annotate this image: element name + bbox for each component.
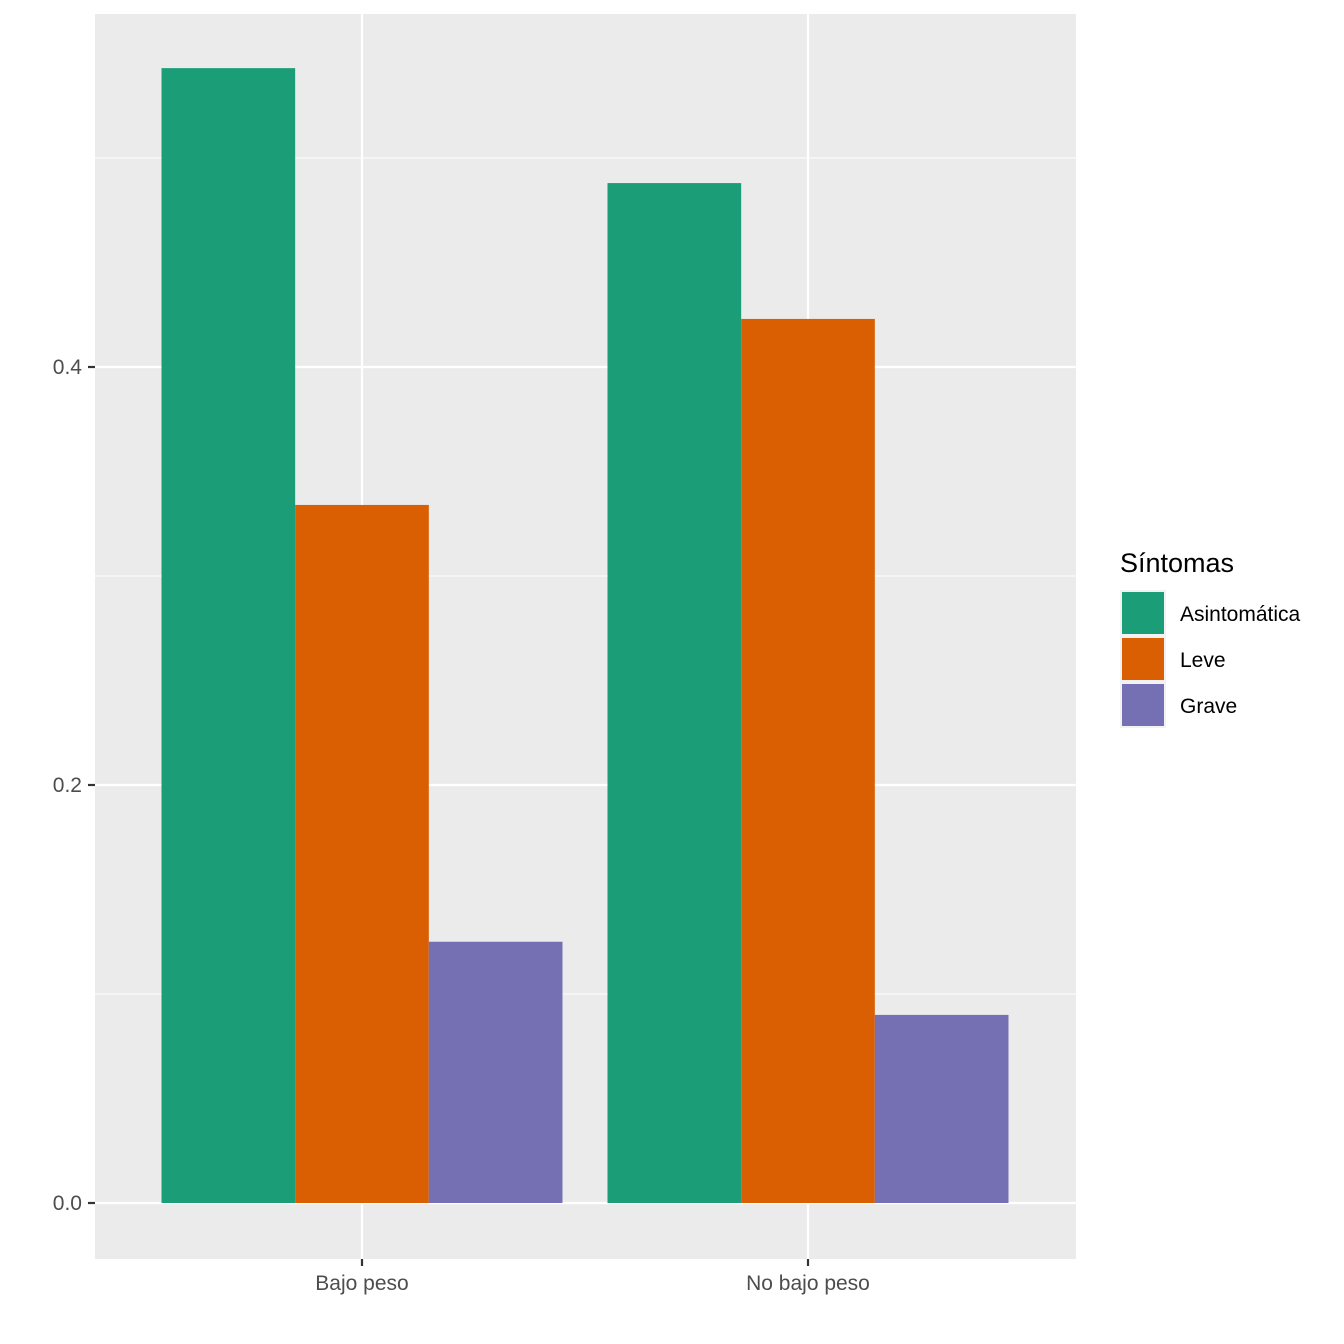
legend-label: Asintomática bbox=[1180, 603, 1301, 626]
legend: Síntomas Asintomática Leve Grave bbox=[1120, 548, 1301, 728]
bar bbox=[741, 318, 875, 1203]
legend-label: Leve bbox=[1180, 649, 1226, 672]
legend-label: Grave bbox=[1180, 695, 1237, 718]
bar bbox=[295, 504, 429, 1203]
y-tick-label: 0.2 bbox=[53, 774, 82, 797]
y-axis: 0.0 0.2 0.4 bbox=[53, 356, 95, 1215]
legend-title: Síntomas bbox=[1120, 548, 1234, 578]
y-tick-label: 0.0 bbox=[53, 1192, 82, 1215]
x-tick-label: Bajo peso bbox=[315, 1272, 408, 1295]
bar bbox=[428, 941, 563, 1203]
legend-key bbox=[1122, 684, 1164, 726]
bars bbox=[161, 68, 1009, 1203]
bar bbox=[607, 183, 742, 1203]
y-tick-label: 0.4 bbox=[53, 356, 83, 379]
bar bbox=[874, 1014, 1009, 1203]
x-axis: Bajo peso No bajo peso bbox=[315, 1259, 870, 1295]
legend-key bbox=[1122, 638, 1164, 680]
bar bbox=[161, 68, 296, 1203]
x-tick-label: No bajo peso bbox=[746, 1272, 870, 1295]
legend-key bbox=[1122, 592, 1164, 634]
